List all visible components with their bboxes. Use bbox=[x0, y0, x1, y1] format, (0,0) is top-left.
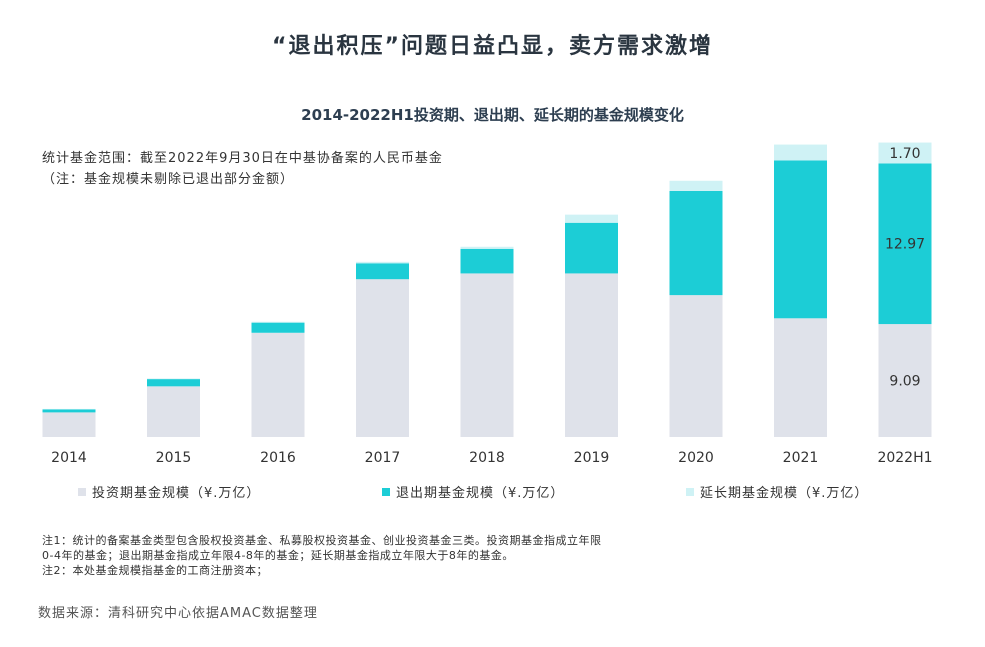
bar-segment bbox=[669, 180, 723, 191]
bar-segment bbox=[251, 321, 305, 323]
bar-segment bbox=[147, 378, 200, 380]
x-tick-label: 2014 bbox=[51, 450, 87, 466]
scope-note-line: 统计基金范围：截至2022年9月30日在中基协备案的人民币基金 bbox=[42, 151, 443, 166]
footnote-line: 注1：统计的备案基金类型包含股权投资基金、私募股权投资基金、创业投资基金三类。投… bbox=[42, 534, 602, 547]
scope-note-line: （注：基金规模未剔除已退出部分金额） bbox=[42, 172, 295, 187]
bar-segment bbox=[42, 409, 96, 413]
x-tick-label: 2022H1 bbox=[877, 450, 932, 466]
x-tick-label: 2016 bbox=[260, 450, 296, 466]
legend-item-exit: 退出期基金规模（¥.万亿） bbox=[382, 482, 564, 501]
x-tick-label: 2017 bbox=[365, 450, 401, 466]
footnotes: 注1：统计的备案基金类型包含股权投资基金、私募股权投资基金、创业投资基金三类。投… bbox=[42, 533, 602, 578]
bar-segment bbox=[565, 222, 618, 274]
data-source: 数据来源：清科研究中心依据AMAC数据整理 bbox=[38, 606, 318, 621]
bar-segment bbox=[878, 142, 932, 164]
x-tick-label: 2019 bbox=[574, 450, 610, 466]
x-tick-label: 2018 bbox=[469, 450, 505, 466]
stacked-bar-chart: 2014 2015 2016 2017 2018 2019 2020 2021 2022H1 9.… bbox=[42, 142, 933, 466]
bar-segment bbox=[460, 273, 514, 437]
page-title: “退出积压”问题日益凸显，卖方需求激增 bbox=[272, 34, 713, 59]
legend-swatch bbox=[686, 487, 694, 496]
data-label: 1.70 bbox=[889, 146, 920, 162]
footnote-line: 0-4年的基金；退出期基金指成立年限4-8年的基金；延长期基金指成立年限大于8年… bbox=[42, 549, 514, 562]
bar-segment bbox=[147, 386, 200, 437]
bar-segment bbox=[878, 163, 932, 325]
bar-segment bbox=[356, 263, 409, 280]
bar-segment bbox=[565, 273, 618, 437]
data-label: 9.09 bbox=[889, 374, 920, 390]
x-tick-label: 2015 bbox=[156, 450, 192, 466]
scope-note: 统计基金范围：截至2022年9月30日在中基协备案的人民币基金 （注：基金规模未… bbox=[42, 148, 443, 190]
bar-segment bbox=[356, 279, 409, 437]
bar-segment bbox=[878, 324, 932, 437]
legend-swatch bbox=[78, 487, 86, 496]
bar-segment bbox=[356, 261, 409, 264]
legend-item-extension: 延长期基金规模（¥.万亿） bbox=[686, 482, 868, 501]
chart-title: 2014-2022H1投资期、退出期、延长期的基金规模变化 bbox=[301, 106, 684, 124]
x-tick-label: 2020 bbox=[678, 450, 714, 466]
legend-item-invest: 投资期基金规模（¥.万亿） bbox=[78, 482, 260, 501]
bar-segment bbox=[669, 190, 723, 296]
x-tick-label: 2021 bbox=[783, 450, 819, 466]
bar-segment bbox=[460, 248, 514, 274]
bar-segment bbox=[42, 408, 96, 410]
legend-swatch bbox=[382, 487, 390, 496]
legend-label: 退出期基金规模（¥.万亿） bbox=[396, 486, 565, 501]
bar-segment bbox=[774, 318, 827, 437]
bar-segment bbox=[251, 322, 305, 333]
bar-segment bbox=[147, 379, 200, 387]
legend-label: 投资期基金规模（¥.万亿） bbox=[92, 486, 261, 501]
bar-segment bbox=[42, 412, 96, 437]
bar-segment bbox=[669, 295, 723, 437]
bar-segment bbox=[774, 160, 827, 319]
bar-segment bbox=[251, 332, 305, 437]
data-label: 12.97 bbox=[885, 237, 925, 253]
bar-segment bbox=[774, 144, 827, 161]
footnote-line: 注2：本处基金规模指基金的工商注册资本； bbox=[42, 564, 268, 577]
bar-segment bbox=[460, 246, 514, 249]
bar-segment bbox=[565, 214, 618, 223]
legend-label: 延长期基金规模（¥.万亿） bbox=[700, 486, 869, 501]
